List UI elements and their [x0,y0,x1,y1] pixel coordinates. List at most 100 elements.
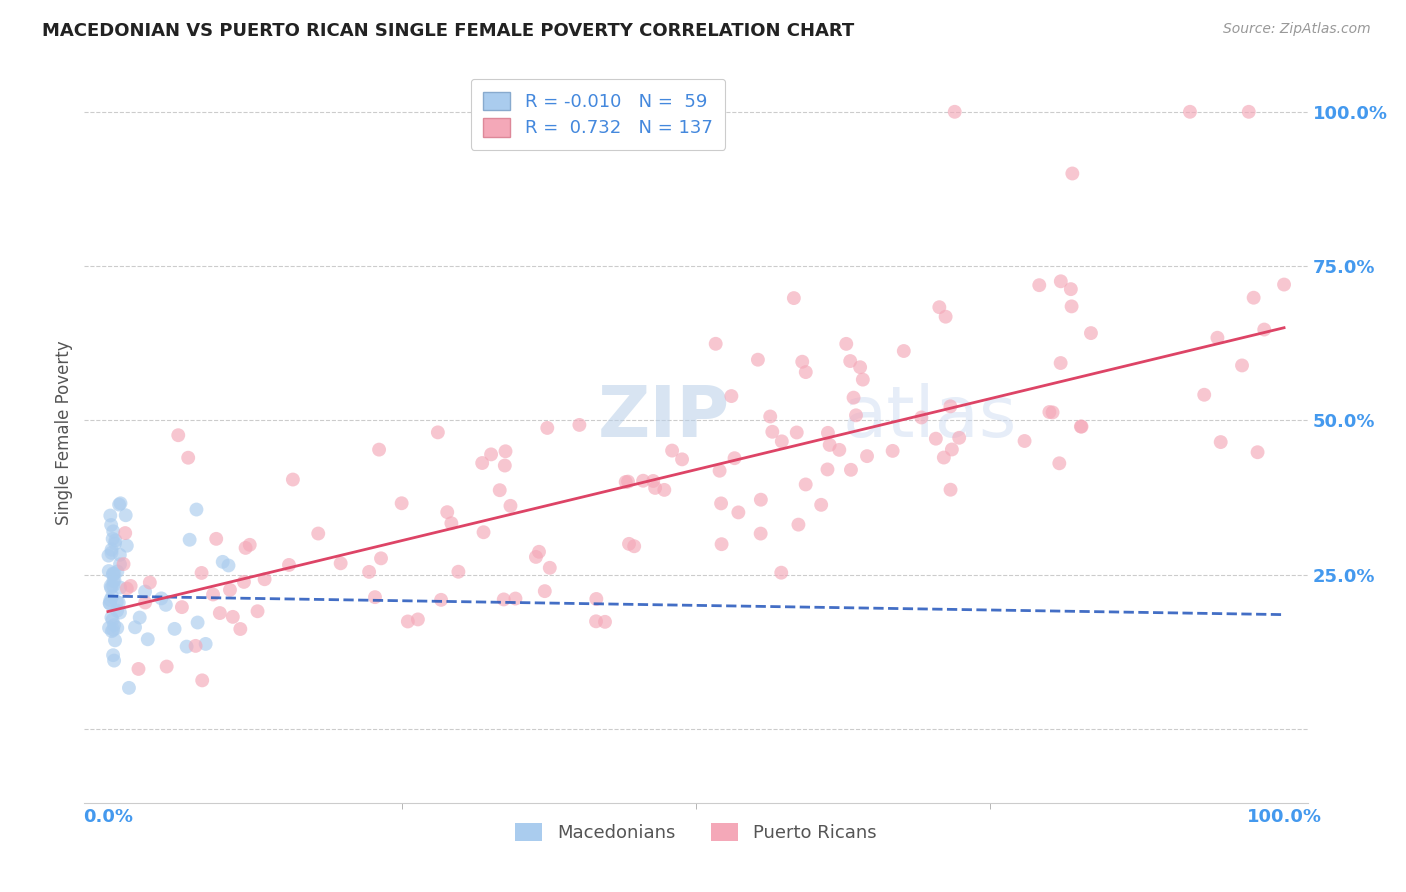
Point [100,542,122,557]
Point [727,505,749,519]
Point [163,622,186,636]
Point [100,518,122,533]
Point [856,449,879,463]
Point [176,640,198,654]
Point [1049,356,1071,370]
Point [533,584,555,599]
Point [101,566,124,581]
Point [103,574,125,589]
Point [471,456,494,470]
Point [307,526,329,541]
Point [935,310,957,324]
Point [817,462,839,476]
Point [1060,299,1083,313]
Point [108,581,131,595]
Point [623,539,645,553]
Point [108,558,131,572]
Point [406,612,429,626]
Point [108,498,131,512]
Point [839,354,862,368]
Point [749,492,772,507]
Point [585,591,607,606]
Point [191,673,214,688]
Point [1070,419,1092,434]
Point [845,409,868,423]
Legend: Macedonians, Puerto Ricans: Macedonians, Puerto Ricans [508,815,884,849]
Point [101,648,124,663]
Point [156,659,179,673]
Point [643,474,665,488]
Point [948,431,970,445]
Point [167,428,190,442]
Point [219,582,242,597]
Point [229,622,252,636]
Point [115,539,138,553]
Point [631,474,654,488]
Point [524,549,547,564]
Point [136,632,159,647]
Point [1209,435,1232,450]
Point [329,557,352,571]
Point [194,637,217,651]
Text: MACEDONIAN VS PUERTO RICAN SINGLE FEMALE POVERTY CORRELATION CHART: MACEDONIAN VS PUERTO RICAN SINGLE FEMALE… [42,22,855,40]
Point [536,421,558,435]
Point [794,365,817,379]
Point [364,590,387,604]
Point [770,434,793,449]
Point [124,620,146,634]
Point [479,447,502,461]
Point [222,610,245,624]
Point [105,604,128,618]
Point [108,606,131,620]
Point [233,574,256,589]
Point [101,579,124,593]
Point [849,360,872,375]
Point [1230,359,1253,373]
Y-axis label: Single Female Poverty: Single Female Poverty [55,341,73,524]
Point [107,596,129,610]
Point [709,464,731,478]
Point [278,558,301,572]
Point [118,681,141,695]
Point [104,533,127,548]
Point [1272,277,1295,292]
Point [568,417,591,432]
Point [105,565,128,579]
Point [98,596,121,610]
Point [939,400,962,414]
Point [101,624,124,639]
Point [839,463,862,477]
Point [100,610,122,624]
Point [749,526,772,541]
Point [527,545,550,559]
Point [593,615,616,629]
Point [105,621,128,635]
Point [447,565,470,579]
Point [184,639,207,653]
Point [103,623,125,637]
Point [1062,166,1084,180]
Point [112,557,135,571]
Point [1253,322,1275,336]
Point [1049,274,1071,288]
Point [202,587,225,601]
Point [97,564,120,578]
Point [103,654,125,668]
Point [472,525,495,540]
Point [246,604,269,618]
Point [103,524,125,539]
Point [108,548,131,562]
Point [1206,331,1229,345]
Point [430,592,453,607]
Text: Source: ZipAtlas.com: Source: ZipAtlas.com [1223,22,1371,37]
Point [882,443,904,458]
Point [190,566,212,580]
Point [150,591,173,606]
Point [1047,456,1070,470]
Point [723,451,745,466]
Point [104,633,127,648]
Point [495,444,517,458]
Point [368,442,391,457]
Point [1243,291,1265,305]
Point [235,541,257,555]
